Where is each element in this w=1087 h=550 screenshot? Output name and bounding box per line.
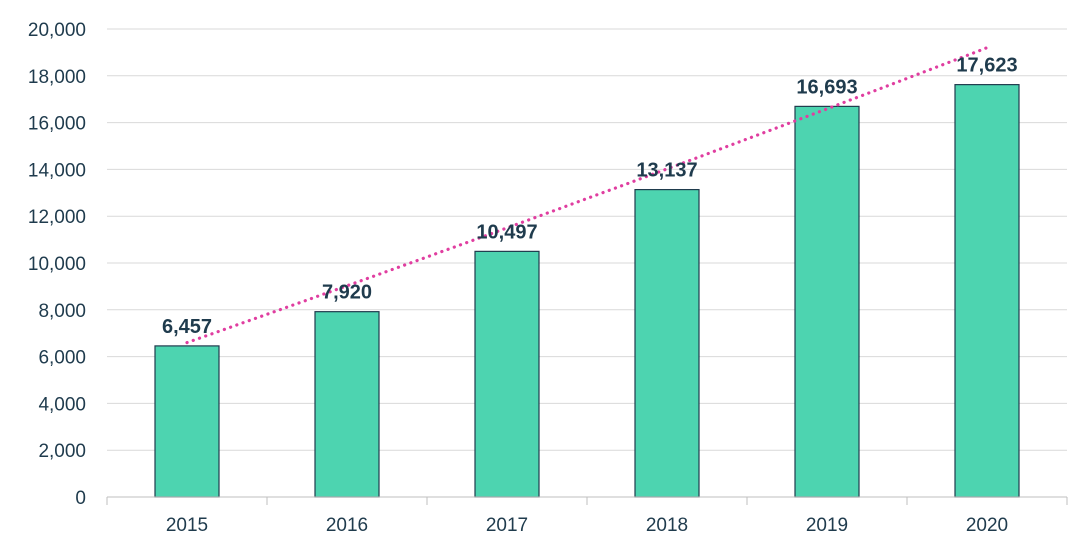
data-label: 10,497 — [476, 221, 537, 243]
x-axis: 2015 2016 2017 2018 2019 2020 — [106, 496, 1068, 536]
y-tick-label: 18,000 — [28, 67, 86, 88]
y-axis-tick-labels: 0 2,000 4,000 6,000 8,000 10,000 12,000 14,000 1… — [28, 20, 86, 509]
data-label: 16,693 — [796, 76, 857, 98]
y-tick-label: 16,000 — [28, 114, 86, 135]
bar-2017 — [474, 250, 540, 498]
data-label: 13,137 — [636, 160, 697, 182]
x-tick-label: 2019 — [806, 515, 848, 536]
y-tick-label: 12,000 — [28, 207, 86, 228]
bar-2018 — [634, 188, 700, 498]
data-label: 17,623 — [956, 55, 1017, 77]
y-tick-label: 6,000 — [38, 348, 86, 369]
data-labels: 6,457 7,920 10,497 13,137 16,693 17,623 — [162, 55, 1018, 338]
bar-2015 — [154, 345, 220, 498]
y-tick-label: 0 — [75, 488, 86, 509]
y-tick-label: 20,000 — [28, 20, 86, 41]
bar-2016 — [314, 311, 380, 498]
bar-2020 — [954, 84, 1020, 498]
y-tick-label: 4,000 — [38, 394, 86, 415]
bar-2019 — [794, 105, 860, 498]
y-tick-label: 8,000 — [38, 301, 86, 322]
x-tick-label: 2017 — [486, 515, 528, 536]
trendline — [185, 46, 989, 345]
x-tick-label: 2015 — [166, 515, 208, 536]
gridlines — [107, 28, 1067, 451]
x-tick-label: 2016 — [326, 515, 368, 536]
y-tick-label: 10,000 — [28, 254, 86, 275]
y-tick-label: 14,000 — [28, 160, 86, 181]
data-label: 6,457 — [162, 316, 212, 338]
y-tick-label: 2,000 — [38, 441, 86, 462]
data-label: 7,920 — [322, 282, 372, 304]
x-tick-label: 2018 — [646, 515, 688, 536]
bars — [154, 84, 1020, 498]
x-tick-label: 2020 — [966, 515, 1008, 536]
trendline-path — [185, 46, 989, 345]
